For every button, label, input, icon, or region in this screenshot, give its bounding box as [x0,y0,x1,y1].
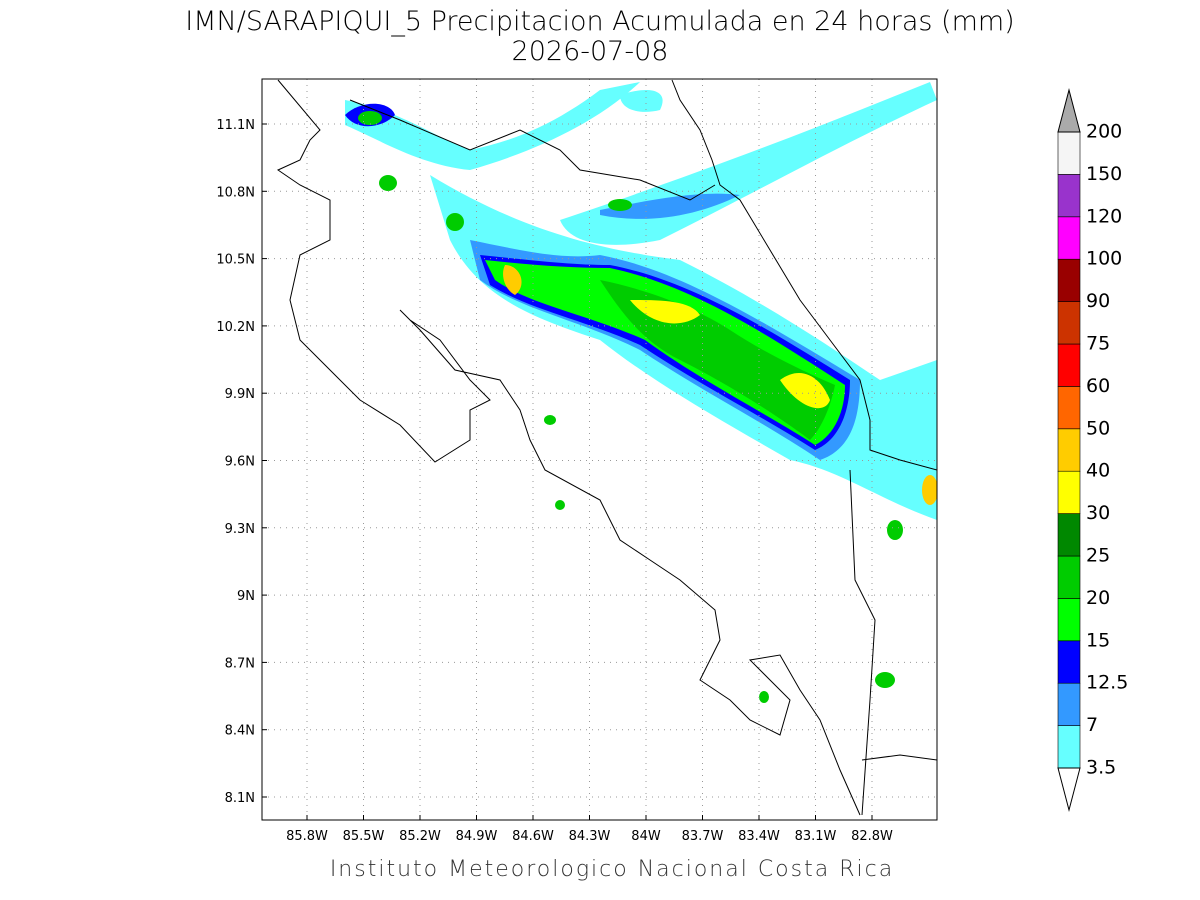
lat-label: 9.3N [225,522,255,537]
footer: Instituto Meteorologico Nacional Costa R… [330,857,894,882]
colorbar-label: 200 [1086,121,1122,143]
colorbar-label: 100 [1086,248,1122,270]
lon-label: 85.2W [399,829,441,844]
lat-label: 10.5N [216,253,255,268]
lon-label: 83.1W [795,829,837,844]
colorbar-swatch [1057,258,1081,302]
lat-label: 9N [237,589,255,604]
map-area [262,79,937,820]
colorbar-label: 40 [1086,460,1110,482]
lat-label: 10.2N [216,320,255,335]
subtitle: 2026-07-08 [512,36,669,67]
colorbar-under [1057,767,1081,812]
lon-label: 84.9W [456,829,498,844]
colorbar-label: 150 [1086,163,1122,185]
colorbar-swatch [1057,598,1081,642]
lat-label: 9.9N [225,387,255,402]
colorbar-swatch [1057,640,1081,684]
title: IMN/SARAPIQUI_5 Precipitacion Acumulada … [185,6,1014,37]
lon-label: 84.3W [569,829,611,844]
colorbar-label: 50 [1086,417,1110,439]
lon-label: 83.7W [682,829,724,844]
colorbar-swatch [1057,555,1081,599]
lat-label: 10.8N [216,185,255,200]
lat-label: 9.6N [225,455,255,470]
colorbar-label: 30 [1086,502,1110,524]
colorbar-label: 120 [1086,205,1122,227]
lat-label: 8.4N [225,724,255,739]
colorbar-label: 15 [1086,629,1110,651]
colorbar-swatch [1057,725,1081,769]
colorbar-label: 3.5 [1086,757,1116,779]
coastline [276,79,937,816]
lon-label: 82.8W [851,829,893,844]
lon-label: 84W [631,829,661,844]
colorbar-swatch [1057,428,1081,472]
lat-label: 8.1N [225,791,255,806]
colorbar: 3.5 7 12.5 15 20 25 30 40 50 60 75 90 100 120 150 200 [1057,88,1128,812]
colorbar-label: 12.5 [1086,672,1128,694]
colorbar-swatch [1057,174,1081,218]
colorbar-swatch [1057,513,1081,557]
lon-label: 84.6W [512,829,554,844]
colorbar-label: 60 [1086,375,1110,397]
colorbar-label: 75 [1086,333,1110,355]
colorbar-over [1057,88,1081,133]
precipitation [345,82,937,703]
lon-label: 85.5W [343,829,385,844]
lon-label: 83.4W [738,829,780,844]
lon-label: 85.8W [286,829,328,844]
colorbar-swatch [1057,216,1081,260]
lat-label: 11.1N [216,118,255,133]
colorbar-swatch [1057,470,1081,514]
colorbar-swatch [1057,682,1081,726]
colorbar-swatch [1057,386,1081,430]
colorbar-label: 25 [1086,545,1110,567]
colorbar-label: 7 [1086,714,1098,736]
colorbar-swatch [1057,301,1081,345]
lat-label: 8.7N [225,656,255,671]
map-frame [261,78,938,821]
colorbar-swatch [1057,131,1081,175]
colorbar-label: 20 [1086,587,1110,609]
colorbar-label: 90 [1086,290,1110,312]
colorbar-swatch [1057,343,1081,387]
